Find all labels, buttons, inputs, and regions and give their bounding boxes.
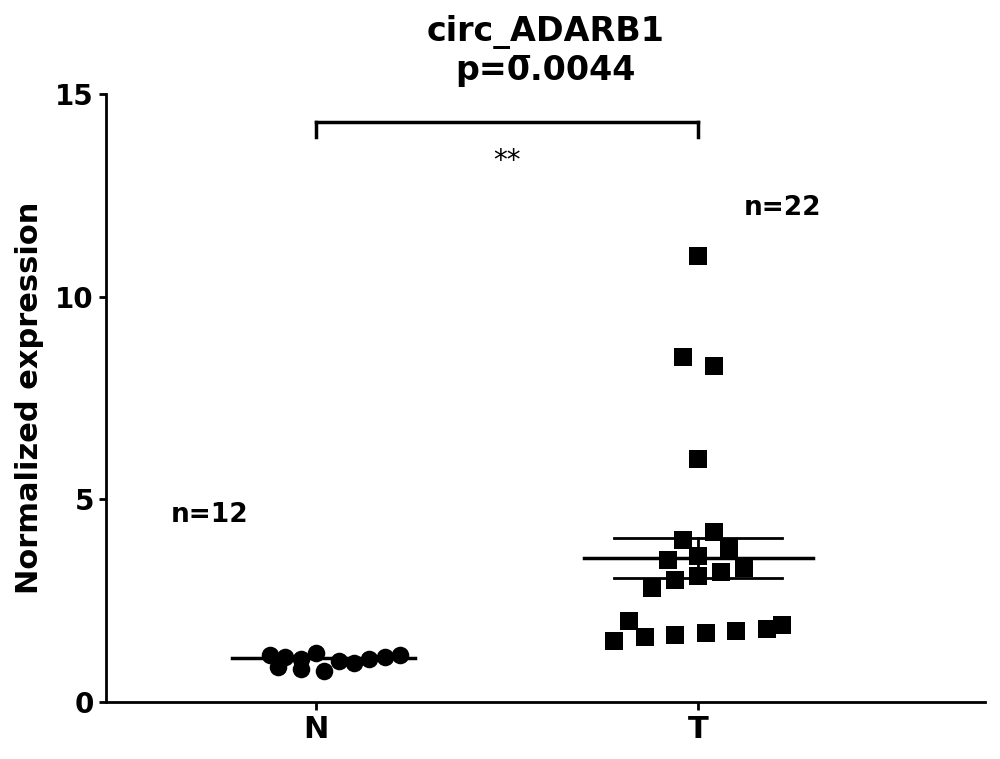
Point [308,647,324,660]
Point [774,619,790,631]
Point [690,550,706,562]
Point [621,615,637,627]
Point [675,351,691,364]
Point [690,570,706,582]
Text: n=22: n=22 [744,194,822,221]
Point [675,534,691,546]
Point [667,575,683,587]
Point [728,625,744,637]
Point [667,629,683,641]
Point [331,655,347,667]
Title: circ_ADARB1
p=0̅.0044: circ_ADARB1 p=0̅.0044 [426,15,664,87]
Point [637,631,653,643]
Point [346,657,362,669]
Text: **: ** [493,146,521,175]
Point [361,653,377,666]
Point [660,554,676,566]
Point [262,649,278,661]
Y-axis label: Normalized expression: Normalized expression [15,202,44,594]
Point [270,661,286,673]
Point [706,525,722,537]
Point [736,562,752,574]
Point [690,250,706,262]
Point [377,651,393,663]
Point [759,623,775,635]
Point [644,582,660,594]
Text: n=12: n=12 [171,502,248,528]
Point [713,566,729,578]
Point [293,653,309,666]
Point [698,627,714,639]
Point [606,635,622,647]
Point [277,651,293,663]
Point [316,666,332,678]
Point [392,649,408,661]
Point [690,452,706,465]
Point [293,663,309,676]
Point [706,360,722,372]
Point [721,542,737,554]
